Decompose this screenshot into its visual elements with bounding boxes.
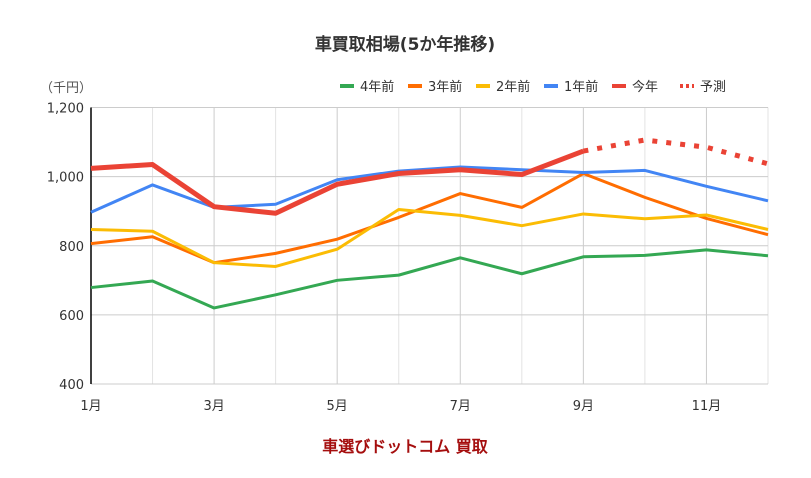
x-tick-label: 7月 [450, 399, 471, 414]
series-line-4年前 [90, 248, 769, 310]
legend-label: 予測 [700, 80, 726, 95]
y-tick-label: 800 [59, 240, 84, 255]
series-line-2年前 [90, 207, 769, 268]
legend-label: 2年前 [496, 79, 530, 95]
y-tick-label: 600 [59, 309, 84, 324]
x-tick-label: 1月 [80, 399, 101, 414]
x-tick-label: 11月 [692, 399, 722, 414]
legend-label: 3年前 [428, 79, 462, 95]
series-line-今年 [90, 148, 585, 216]
legend-label: 4年前 [360, 79, 394, 95]
x-tick-label: 3月 [203, 399, 224, 414]
chart-footer: 車選びドットコム 買取 [322, 437, 488, 456]
series-line-予測 [582, 137, 769, 167]
legend-label: 1年前 [564, 79, 598, 95]
chart-title: 車買取相場(5か年推移) [315, 34, 495, 55]
y-tick-label: 1,000 [47, 171, 84, 186]
unit-label: （千円） [40, 81, 92, 96]
x-tick-label: 9月 [573, 399, 594, 414]
y-tick-label: 400 [59, 378, 84, 393]
series-line-1年前 [90, 165, 769, 214]
legend-label: 今年 [632, 79, 658, 95]
x-tick-label: 5月 [327, 399, 348, 414]
y-tick-label: 1,200 [47, 102, 84, 117]
